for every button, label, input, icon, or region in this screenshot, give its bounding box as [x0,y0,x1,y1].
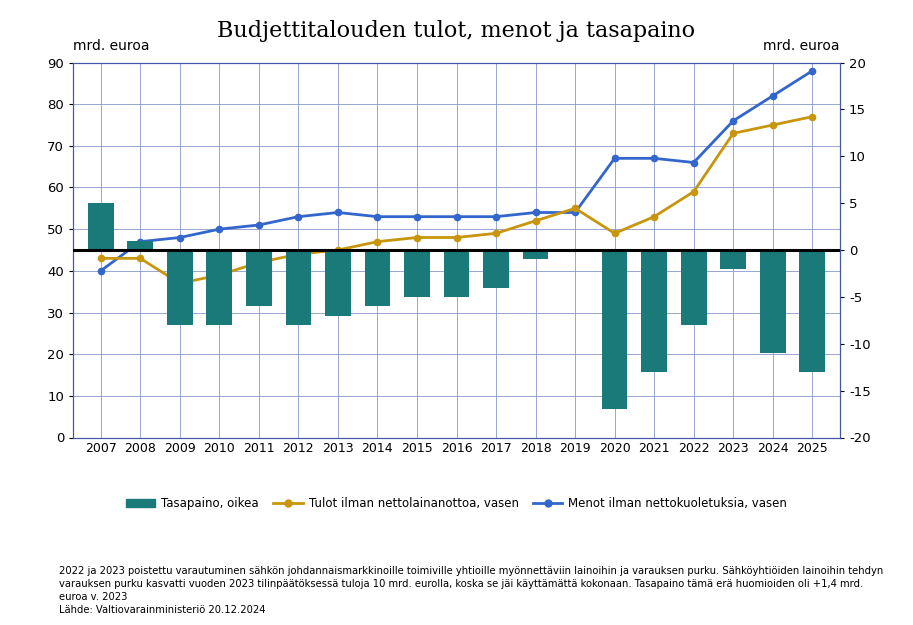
Legend: Tasapaino, oikea, Tulot ilman nettolainanottoa, vasen, Menot ilman nettokuoletuk: Tasapaino, oikea, Tulot ilman nettolaina… [121,492,792,514]
Bar [206,250,232,325]
Bar [760,250,785,353]
Text: mrd. euroa: mrd. euroa [763,39,840,53]
Bar [641,250,667,372]
Bar [404,250,430,297]
Text: 2022 ja 2023 poistettu varautuminen sähkön johdannaismarkkinoille toimiville yht: 2022 ja 2023 poistettu varautuminen sähk… [59,566,884,615]
Text: mrd. euroa: mrd. euroa [73,39,150,53]
Bar [800,250,825,372]
Bar [128,241,153,250]
Bar [681,250,707,325]
Bar [483,250,509,288]
Bar [523,250,549,259]
Bar [88,203,113,250]
Bar [286,250,311,325]
Bar [720,250,746,269]
Bar [364,250,390,306]
Bar [444,250,469,297]
Bar [246,250,272,306]
Title: Budjettitalouden tulot, menot ja tasapaino: Budjettitalouden tulot, menot ja tasapai… [217,21,696,42]
Bar [167,250,193,325]
Bar [602,250,627,409]
Bar [325,250,351,316]
